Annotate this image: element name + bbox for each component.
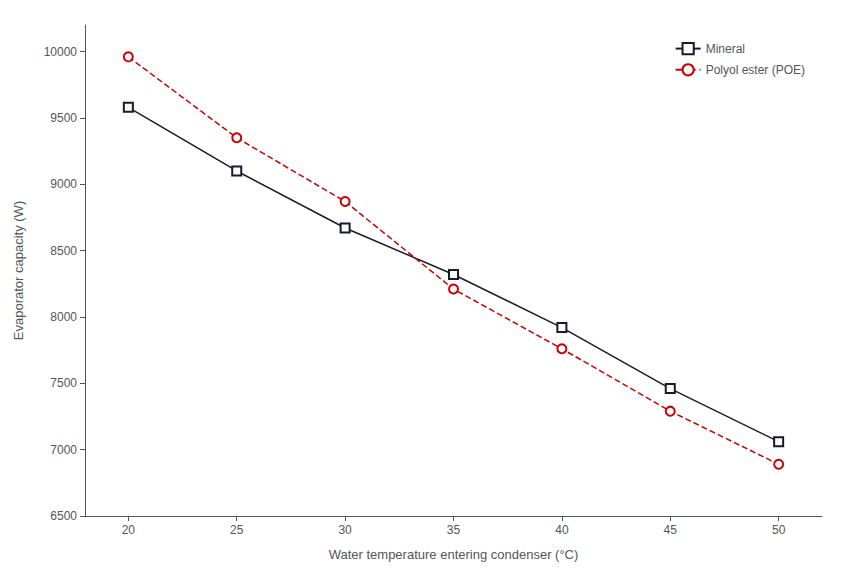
svg-text:Mineral: Mineral [706,42,745,56]
svg-text:7000: 7000 [50,443,77,457]
svg-text:9500: 9500 [50,111,77,125]
svg-text:10000: 10000 [44,45,78,59]
svg-text:25: 25 [230,523,244,537]
svg-text:8500: 8500 [50,244,77,258]
svg-text:45: 45 [664,523,678,537]
svg-text:Polyol ester (POE): Polyol ester (POE) [706,63,805,77]
svg-text:9000: 9000 [50,177,77,191]
svg-text:35: 35 [447,523,461,537]
svg-text:50: 50 [772,523,786,537]
svg-text:30: 30 [338,523,352,537]
svg-text:8000: 8000 [50,310,77,324]
svg-text:20: 20 [122,523,136,537]
svg-text:40: 40 [555,523,569,537]
svg-text:Evaporator capacity (W): Evaporator capacity (W) [11,201,26,340]
svg-text:Water temperature entering con: Water temperature entering condenser (°C… [329,547,579,562]
svg-text:7500: 7500 [50,376,77,390]
svg-text:6500: 6500 [50,509,77,523]
